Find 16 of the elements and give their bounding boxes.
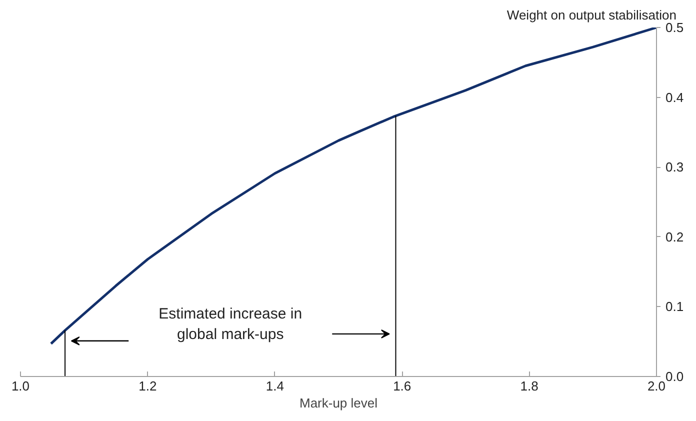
x-tick-label: 1.8 [520,378,538,394]
x-tick-label: 1.4 [266,378,284,394]
x-tick-label: 1.6 [393,378,412,394]
y-tick-label: 0.1 [666,299,684,314]
y-tick-label: 0.3 [666,160,684,175]
y-tick-label: 0.5 [666,20,684,35]
x-tick-label: 1.0 [11,378,30,394]
annotation: Estimated increase in global mark-ups [158,305,302,343]
y-tick-label: 0.2 [666,229,684,244]
x-tick-label: 1.2 [138,378,157,394]
y-tick-label: 0.4 [666,90,684,105]
y-axis-title: Weight on output stabilisation [506,8,677,22]
y-tick-label: 0.0 [666,369,684,384]
line-series [50,28,656,345]
x-axis-title: Mark-up level [299,396,378,410]
x-tick-label: 2.0 [647,378,666,394]
